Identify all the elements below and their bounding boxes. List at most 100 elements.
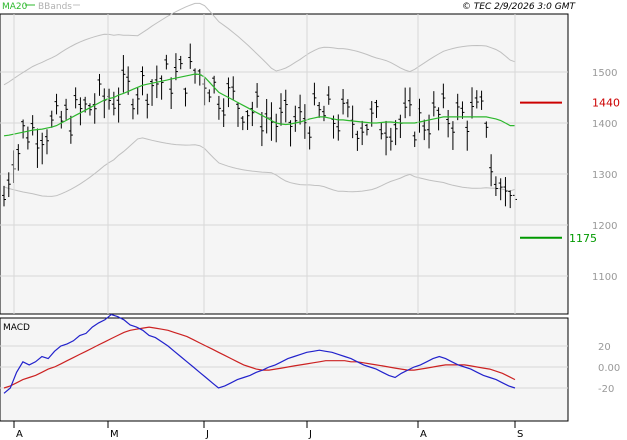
copyright-label: © TEC 2/9/2026 3:0 GMT xyxy=(462,2,577,12)
candle xyxy=(97,73,102,96)
candle xyxy=(298,94,303,125)
candle xyxy=(245,110,250,130)
candle xyxy=(73,87,78,109)
candle xyxy=(207,89,212,103)
bbands-lower-line xyxy=(3,137,516,197)
macd-y-tick: 20 xyxy=(598,342,611,353)
candle xyxy=(250,101,255,127)
candle xyxy=(159,75,164,100)
candle xyxy=(49,110,54,128)
candle xyxy=(374,99,379,118)
candle xyxy=(336,114,341,141)
candle xyxy=(460,101,465,119)
price-y-tick: 1100 xyxy=(592,272,617,283)
candle xyxy=(489,154,494,187)
price-y-tick: 1200 xyxy=(592,221,617,232)
candle xyxy=(54,93,59,115)
candle xyxy=(403,87,408,119)
candle xyxy=(379,122,384,140)
candle xyxy=(293,105,298,132)
candle xyxy=(240,116,245,131)
candle xyxy=(135,87,140,115)
candle xyxy=(455,93,460,121)
candle xyxy=(21,119,26,139)
candle xyxy=(422,119,427,141)
candle xyxy=(64,98,69,120)
candle xyxy=(121,55,126,93)
candle xyxy=(407,87,412,117)
candle xyxy=(59,110,64,129)
candle xyxy=(450,121,455,150)
candle xyxy=(355,130,360,151)
candle xyxy=(484,121,489,138)
candle xyxy=(16,144,21,171)
candle xyxy=(140,66,145,96)
x-tick-label: S xyxy=(517,429,523,440)
x-tick-label: J xyxy=(308,429,312,440)
candle xyxy=(231,76,236,101)
candle xyxy=(25,126,30,150)
candle xyxy=(283,89,288,123)
candle xyxy=(278,93,283,126)
candle xyxy=(216,95,221,120)
candle xyxy=(321,105,326,122)
candle xyxy=(183,87,188,107)
candle xyxy=(116,87,121,123)
candle xyxy=(6,172,11,198)
price-panel xyxy=(0,13,569,315)
ma20-legend: MA20 xyxy=(2,2,28,12)
candle xyxy=(479,90,484,110)
candle xyxy=(68,115,73,144)
macd-panel xyxy=(0,317,569,422)
candle xyxy=(503,177,508,207)
candle xyxy=(307,126,312,150)
candle xyxy=(364,123,369,136)
resistance-label: 1440 xyxy=(592,97,620,110)
candle xyxy=(145,93,150,119)
candle xyxy=(326,86,331,105)
candle xyxy=(78,97,83,126)
candle xyxy=(92,93,97,124)
candle xyxy=(35,128,40,168)
x-tick-label: J xyxy=(205,429,209,440)
candle xyxy=(126,66,131,95)
macd-y-tick: -20 xyxy=(598,384,614,395)
candle xyxy=(474,90,479,109)
macd-y-ticks: 20 0.00 -20 xyxy=(598,342,620,395)
candle xyxy=(178,55,183,70)
candle xyxy=(388,127,393,151)
candle xyxy=(436,107,441,131)
macd-title: MACD xyxy=(3,323,30,333)
candle xyxy=(40,132,45,165)
candle xyxy=(188,43,193,69)
x-tick-label: A xyxy=(16,429,23,440)
candle xyxy=(44,129,49,155)
macd-grid xyxy=(0,345,568,389)
candle xyxy=(493,176,498,196)
candle xyxy=(221,98,226,128)
candle xyxy=(446,109,451,138)
candle xyxy=(470,87,475,119)
bbands-upper-line xyxy=(3,2,516,86)
x-tick-label: M xyxy=(110,429,119,440)
support-label: 1175 xyxy=(569,232,597,245)
candle xyxy=(255,83,260,108)
candles xyxy=(2,43,517,209)
candle xyxy=(87,103,92,116)
candle xyxy=(498,178,503,201)
x-tick-label: A xyxy=(420,429,427,440)
candle xyxy=(431,91,436,117)
candle xyxy=(173,53,178,81)
candle xyxy=(412,131,417,148)
price-y-tick: 1400 xyxy=(592,119,617,130)
candle xyxy=(212,75,217,94)
candle xyxy=(169,77,174,110)
price-y-ticks: 1500 1400 1300 1200 1100 xyxy=(592,68,617,283)
signal-line xyxy=(3,326,516,389)
macd-y-tick: 0.00 xyxy=(598,363,620,374)
candle xyxy=(259,111,264,147)
candle xyxy=(465,120,470,151)
candle xyxy=(508,190,513,209)
candle xyxy=(164,54,169,70)
